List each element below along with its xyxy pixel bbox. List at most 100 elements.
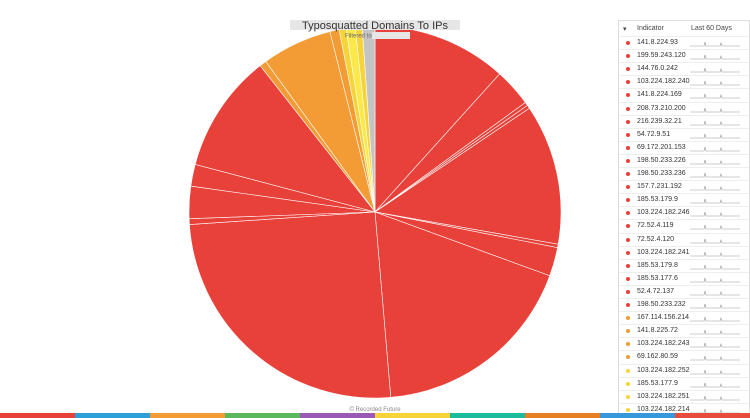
severity-dot — [626, 381, 630, 386]
table-row[interactable]: 198.50.233.232 — [619, 298, 749, 312]
indicator: 52.4.72.137 — [637, 287, 674, 295]
sparkline-path — [690, 81, 740, 86]
sparkline — [690, 94, 740, 99]
indicator: 185.53.179.8 — [637, 261, 678, 269]
severity-dot — [626, 276, 630, 281]
indicator: 103.224.182.240 — [637, 78, 690, 86]
severity-dot — [626, 211, 630, 216]
sparkline — [690, 395, 740, 400]
indicator: 103.224.182.246 — [637, 209, 690, 217]
table-row[interactable]: 167.114.156.214 — [619, 311, 749, 325]
sparkline-path — [690, 146, 740, 152]
sparkline-path — [690, 133, 740, 138]
sparkline — [690, 343, 740, 348]
sparkline — [690, 369, 740, 374]
sort-icon[interactable]: ▾ — [623, 26, 627, 33]
sparkline-path — [690, 41, 740, 47]
pie-slice — [194, 65, 376, 213]
chart-subtitle: Filtered to: — [345, 34, 374, 40]
severity-dot — [626, 185, 630, 190]
indicator: 198.50.233.236 — [637, 170, 686, 177]
table-row[interactable]: 72.52.4.120 — [619, 232, 749, 247]
severity-dot — [626, 106, 630, 111]
severity-dot — [626, 172, 630, 176]
table-row[interactable]: 103.224.182.240 — [619, 75, 749, 89]
indicator-table: ▾ Indicator Last 60 Days 141.8.224.93 199… — [618, 20, 750, 415]
indicator: 54.72.9.51 — [637, 130, 671, 138]
severity-dot — [626, 80, 630, 85]
table-row[interactable]: 69.162.80.59 — [619, 350, 749, 364]
severity-dot — [626, 198, 630, 203]
redaction — [290, 20, 460, 30]
table-row[interactable]: 69.172.201.153 — [619, 140, 749, 155]
sparkline-path — [690, 264, 740, 269]
sparkline — [690, 186, 740, 191]
table-row[interactable]: 103.224.182.241 — [619, 245, 749, 260]
indicator: 157.7.231.192 — [637, 183, 682, 191]
table-row[interactable]: 185.53.179.9 — [619, 193, 749, 207]
sparkline-path — [690, 212, 740, 217]
table-row[interactable]: 72.52.4.119 — [619, 219, 749, 233]
table-row[interactable]: 157.7.231.192 — [619, 180, 749, 194]
table-row[interactable]: 103.224.182.252 — [619, 363, 749, 378]
sparkline-path — [690, 107, 740, 112]
table-row[interactable]: 52.4.72.137 — [619, 284, 749, 299]
slices — [188, 25, 562, 399]
sparkline-path — [690, 382, 740, 387]
severity-dot — [626, 237, 630, 242]
sparkline-path — [690, 55, 740, 60]
sparkline-path — [690, 317, 740, 322]
pie-slice — [374, 211, 551, 398]
sparkline-path — [690, 369, 740, 374]
table-row[interactable]: 185.53.179.8 — [619, 258, 749, 273]
sparkline — [690, 55, 740, 60]
table-row[interactable]: 141.8.224.93 — [619, 36, 749, 50]
table-row[interactable]: 198.50.233.236 — [619, 167, 749, 181]
sparkline-path — [690, 408, 740, 414]
severity-dot — [626, 407, 630, 412]
sparkline-path — [690, 172, 740, 178]
severity-dot — [626, 342, 630, 347]
indicator: 144.76.0.242 — [637, 65, 678, 73]
indicator: 141.8.224.93 — [637, 39, 678, 46]
chart-title[interactable]: Typosquatted Domains To IPs — [302, 20, 448, 32]
indicator: 185.53.179.9 — [637, 196, 678, 204]
sparkline — [690, 107, 740, 112]
sparkline — [690, 68, 740, 73]
sparkline — [690, 238, 740, 243]
column-header[interactable]: Indicator — [637, 25, 664, 32]
severity-dot — [626, 316, 630, 321]
sparkline-path — [690, 199, 740, 204]
sparkline-path — [690, 303, 740, 309]
pie-slice — [374, 107, 562, 245]
footer: © Recorded Future — [349, 406, 401, 413]
table-row[interactable]: 141.8.225.72 — [619, 324, 749, 338]
sparkline — [690, 356, 740, 361]
sparkline — [690, 120, 740, 125]
table-row[interactable]: 144.76.0.242 — [619, 62, 749, 76]
indicator: 103.224.182.243 — [637, 340, 690, 348]
table-row[interactable]: 103.224.182.251 — [619, 389, 749, 404]
table-row[interactable]: 208.73.210.200 — [619, 101, 749, 116]
table-row[interactable]: 103.224.182.214 — [619, 402, 749, 414]
severity-dot — [626, 41, 630, 45]
sparkline-path — [690, 330, 740, 335]
column-header[interactable]: Last 60 Days — [691, 25, 732, 32]
severity-dot — [626, 289, 630, 294]
table-row[interactable]: 185.53.177.6 — [619, 271, 749, 286]
table-row[interactable]: 199.59.243.120 — [619, 49, 749, 63]
sparkline-path — [690, 120, 740, 125]
sparkline — [690, 172, 740, 178]
table-row[interactable]: 141.8.224.169 — [619, 88, 749, 102]
sparkline-path — [690, 68, 740, 73]
sparkline-path — [690, 343, 740, 348]
table-row[interactable]: 185.53.177.9 — [619, 376, 749, 391]
indicator: 103.224.182.241 — [637, 248, 690, 256]
table-row[interactable]: 198.50.233.226 — [619, 153, 749, 168]
table-row[interactable]: 103.224.182.246 — [619, 206, 749, 220]
table-row[interactable]: 54.72.9.51 — [619, 127, 749, 142]
table-row[interactable]: 103.224.182.243 — [619, 337, 749, 351]
sparkline — [690, 277, 740, 283]
table-row[interactable]: 216.239.32.21 — [619, 114, 749, 129]
severity-dot — [626, 93, 630, 98]
